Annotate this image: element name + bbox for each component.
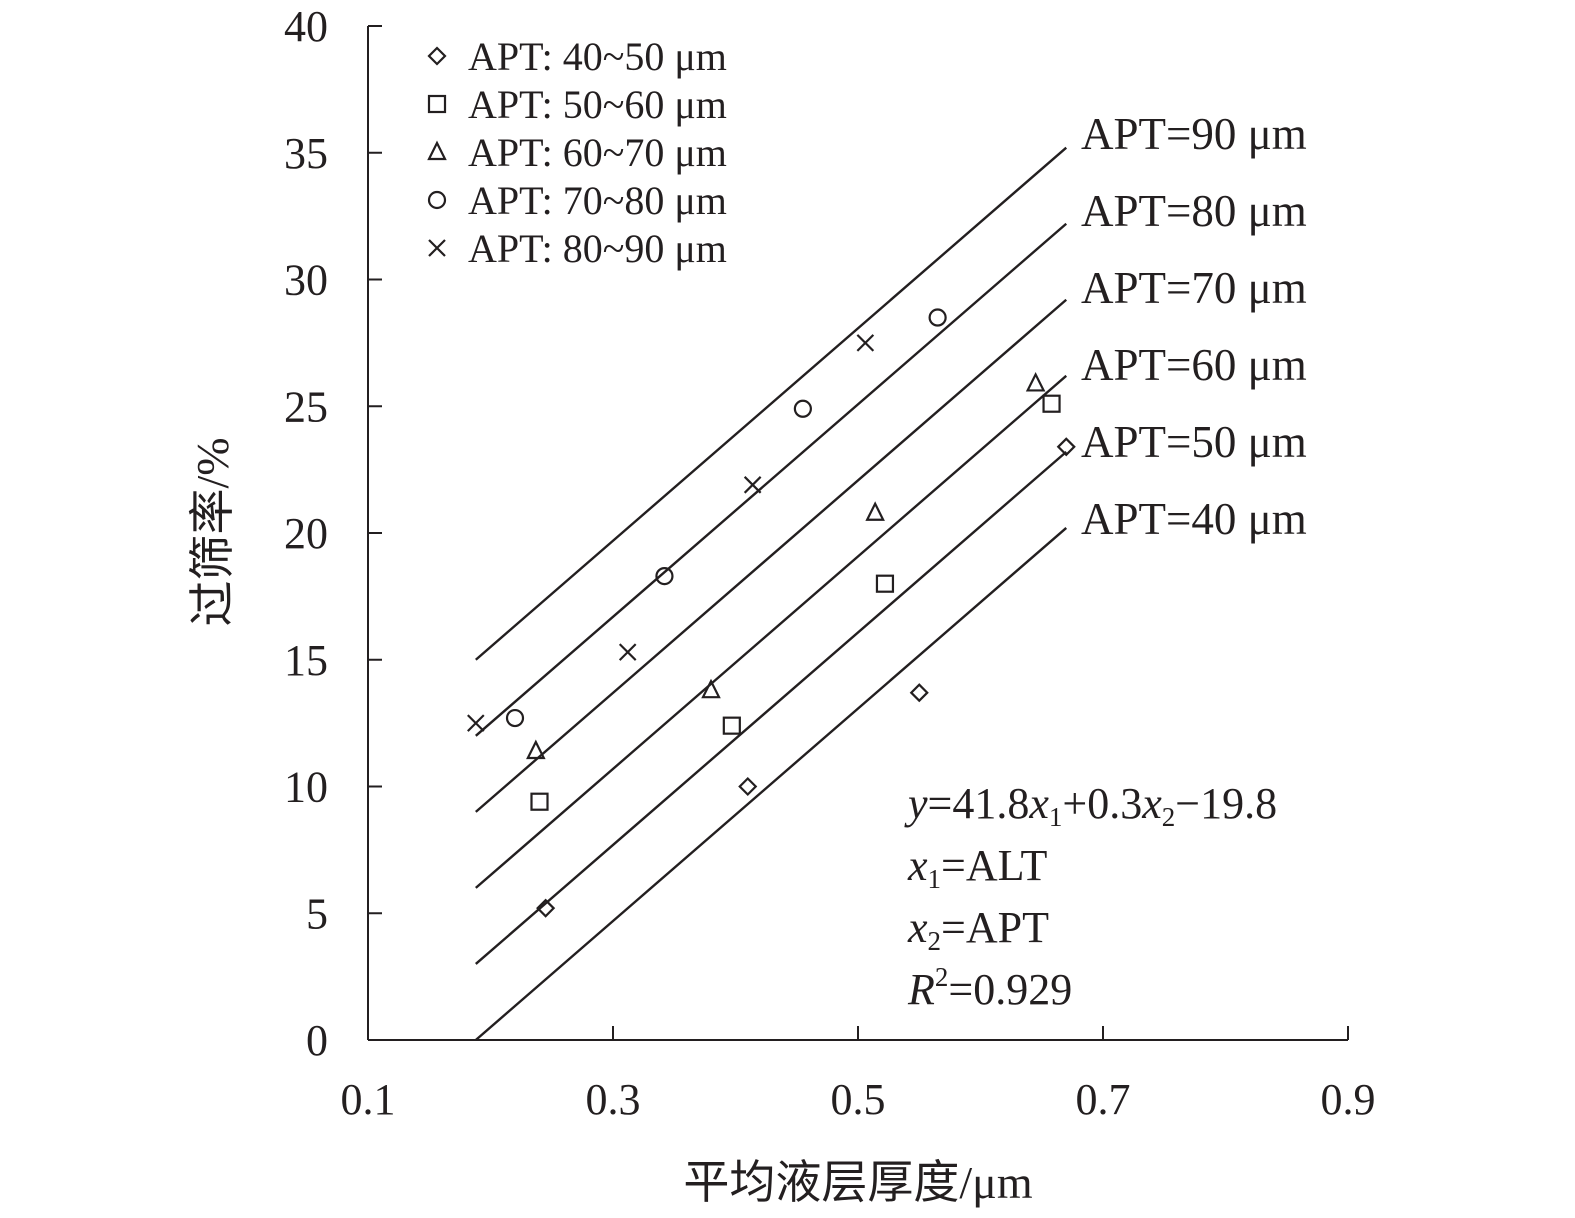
- data-point-circle: [505, 708, 525, 728]
- data-point-diamond: [536, 898, 556, 918]
- y-axis-label: 过筛率/%: [187, 437, 238, 626]
- legend-label: APT: 80~90 μm: [468, 226, 727, 271]
- equation-annotation: y=41.8x1+0.3x2−19.8 x1=ALT x2=APT R2=0.9…: [904, 779, 1277, 1014]
- data-point-square: [530, 792, 549, 811]
- data-point-circle: [928, 308, 947, 327]
- data-point-triangle: [526, 739, 546, 760]
- cross-stroke: [428, 239, 446, 257]
- fit-line: [475, 527, 1068, 1041]
- data-point-circle: [793, 399, 812, 418]
- legend-label: APT: 40~50 μm: [468, 34, 727, 79]
- data-point-circle: [655, 566, 674, 586]
- fit-line: [475, 222, 1068, 737]
- data-point-square: [1042, 394, 1061, 413]
- y-tick-label: 30: [284, 256, 328, 305]
- legend-label: APT: 70~80 μm: [468, 178, 727, 223]
- x1-definition: x1=ALT: [907, 841, 1047, 894]
- fit-line: [475, 146, 1068, 661]
- x-axis-label: 平均液层厚度/μm: [683, 1157, 1032, 1208]
- cross-stroke: [467, 714, 485, 732]
- legend-label: APT: 60~70 μm: [468, 130, 727, 175]
- data-point-diamond: [1056, 437, 1076, 457]
- data-point-cross: [467, 714, 485, 732]
- legend-label: APT: 50~60 μm: [468, 82, 727, 127]
- data-point-triangle: [701, 678, 721, 699]
- fit-lines: APT=90 μm APT=80 μm APT=70 μm APT=60 μm APT=…: [475, 109, 1307, 1041]
- legend-marker-triangle: [427, 140, 447, 161]
- data-point-cross: [618, 643, 637, 661]
- fit-line: [475, 374, 1068, 889]
- legend-marker-cross: [428, 239, 446, 257]
- data-points: [467, 308, 1076, 918]
- fit-line-label: APT=40 μm: [1081, 494, 1307, 544]
- x-tick-label: 0.5: [831, 1075, 886, 1124]
- data-point-cross: [743, 476, 762, 494]
- legend-marker-square: [427, 94, 447, 114]
- x-tick-label: 0.1: [341, 1075, 396, 1124]
- fit-line: [475, 450, 1068, 965]
- fit-line: [475, 298, 1068, 813]
- cross-stroke: [618, 643, 637, 661]
- y-tick-label: 15: [284, 636, 328, 685]
- r-squared: R2=0.929: [907, 962, 1072, 1014]
- data-point-triangle: [1025, 371, 1046, 392]
- y-tick-label: 0: [306, 1016, 328, 1065]
- y-tick-label: 40: [284, 2, 328, 51]
- x2-definition: x2=APT: [907, 903, 1049, 956]
- data-point-triangle: [865, 501, 885, 521]
- y-tick-label: 20: [284, 509, 328, 558]
- cross-stroke: [743, 476, 762, 494]
- equation-line: y=41.8x1+0.3x2−19.8: [904, 779, 1277, 832]
- cross-stroke: [856, 334, 875, 352]
- legend-marker-circle: [427, 190, 447, 210]
- x-tick-label: 0.9: [1321, 1075, 1376, 1124]
- data-point-square: [875, 574, 895, 593]
- legend-marker-diamond: [427, 46, 447, 66]
- data-point-cross: [856, 334, 875, 352]
- data-point-square: [722, 716, 741, 735]
- data-point-diamond: [738, 776, 758, 797]
- fit-line-label: APT=70 μm: [1081, 263, 1307, 313]
- y-tick-label: 5: [306, 889, 328, 938]
- y-tick-label: 35: [284, 129, 328, 178]
- x-tick-label: 0.7: [1076, 1075, 1131, 1124]
- data-point-diamond: [909, 683, 929, 703]
- fit-line-label: APT=50 μm: [1081, 417, 1307, 467]
- y-tick-label: 25: [284, 382, 328, 431]
- fit-line-label: APT=60 μm: [1081, 340, 1307, 390]
- fit-line-label: APT=90 μm: [1081, 109, 1307, 159]
- axes: 0 5 10 15 20 25 30 35 40 0.1 0.3 0.5 0.7 0.9: [284, 2, 1376, 1124]
- y-tick-label: 10: [284, 763, 328, 812]
- x-tick-label: 0.3: [586, 1075, 641, 1124]
- fit-line-label: APT=80 μm: [1081, 186, 1307, 236]
